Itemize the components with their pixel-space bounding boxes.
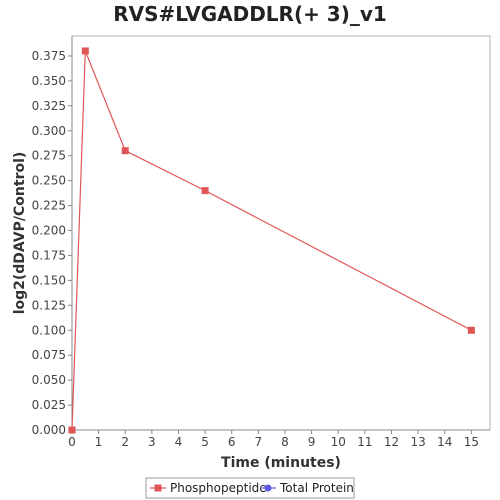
- x-tick-label: 5: [201, 435, 209, 449]
- x-tick-label: 11: [357, 435, 372, 449]
- x-tick-label: 6: [228, 435, 236, 449]
- plot-border: [71, 35, 491, 431]
- y-tick-label: 0.150: [32, 273, 66, 287]
- x-tick-label: 0: [68, 435, 76, 449]
- y-tick-label: 0.000: [32, 423, 66, 437]
- data-point: [467, 326, 475, 334]
- data-point: [201, 187, 209, 195]
- y-tick-label: 0.075: [32, 348, 66, 362]
- x-tick-label: 12: [384, 435, 399, 449]
- data-point: [121, 147, 129, 155]
- legend-marker-square-icon: [154, 484, 162, 492]
- y-tick-label: 0.250: [32, 174, 66, 188]
- x-tick-label: 9: [308, 435, 316, 449]
- y-tick-label: 0.175: [32, 248, 66, 262]
- legend: Phosphopeptide Total Protein: [145, 477, 355, 499]
- series-layer: [68, 47, 475, 434]
- x-tick-label: 1: [95, 435, 103, 449]
- y-tick-label: 0.325: [32, 99, 66, 113]
- y-axis-title: log2(dDAVP/Control): [12, 152, 28, 315]
- x-axis: 0 1 2 3 4 5 6 7 8 9 10 11 12 13 14 15: [68, 429, 490, 449]
- legend-box: [145, 477, 355, 499]
- x-tick-label: 7: [255, 435, 263, 449]
- x-axis-title: Time (minutes): [221, 455, 341, 471]
- x-tick-label: 10: [331, 435, 346, 449]
- data-point: [68, 426, 76, 434]
- y-tick-label: 0.350: [32, 74, 66, 88]
- y-axis: 0.000 0.025 0.050 0.075 0.100 0.125 0.150 0.175…: [32, 36, 73, 437]
- chart-title: RVS#LVGADDLR(+ 3)_v1: [113, 2, 387, 26]
- legend-marker-circle-icon: [264, 484, 272, 492]
- y-tick-label: 0.300: [32, 124, 66, 138]
- y-tick-label: 0.100: [32, 323, 66, 337]
- x-tick-label: 13: [410, 435, 425, 449]
- y-tick-label: 0.025: [32, 398, 66, 412]
- y-tick-label: 0.375: [32, 49, 66, 63]
- y-tick-label: 0.050: [32, 373, 66, 387]
- x-tick-label: 3: [148, 435, 156, 449]
- legend-label: Total Protein: [279, 481, 354, 495]
- x-tick-label: 15: [464, 435, 479, 449]
- data-point: [81, 47, 89, 55]
- x-tick-label: 8: [281, 435, 289, 449]
- legend-label: Phosphopeptide: [170, 481, 267, 495]
- x-tick-label: 2: [121, 435, 129, 449]
- y-tick-label: 0.225: [32, 199, 66, 213]
- y-tick-label: 0.125: [32, 298, 66, 312]
- y-tick-label: 0.200: [32, 224, 66, 238]
- plot-area: [71, 35, 491, 431]
- x-tick-label: 4: [175, 435, 183, 449]
- y-tick-label: 0.275: [32, 149, 66, 163]
- x-tick-label: 14: [437, 435, 452, 449]
